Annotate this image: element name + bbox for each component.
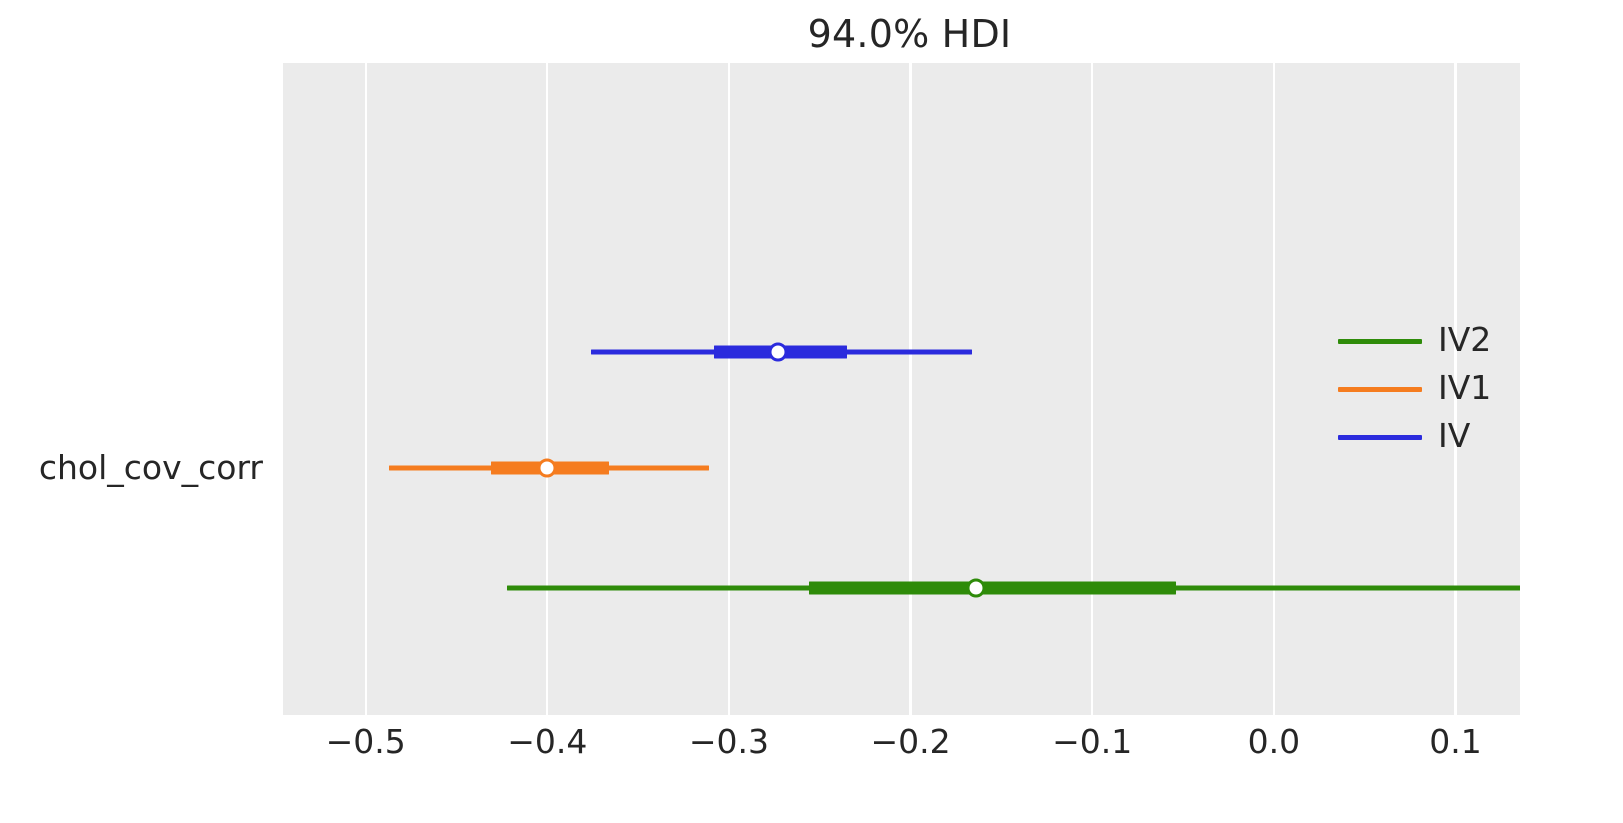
chart-title-text: 94.0% HDI (807, 12, 1012, 56)
legend-item-iv1[interactable]: IV1 (1338, 366, 1538, 414)
legend-swatch-iv (1338, 435, 1422, 440)
legend-item-iv2[interactable]: IV2 (1338, 318, 1538, 366)
legend-swatch-iv2 (1338, 339, 1422, 344)
gridline-x-3 (909, 63, 912, 715)
x-tick-label-1: −0.4 (507, 722, 588, 761)
iqr-50-bar-iv2 (808, 581, 1176, 595)
gridline-x-6 (1454, 63, 1457, 715)
y-axis-tick-labels: chol_cov_corr (0, 0, 275, 823)
legend: IV2 IV1 IV (1338, 318, 1538, 462)
point-estimate-marker-iv2 (966, 578, 986, 598)
legend-label-iv1: IV1 (1438, 368, 1492, 407)
x-tick-label-6: 0.1 (1429, 722, 1482, 761)
page-title: 94.0% HDI (0, 12, 1623, 56)
legend-label-iv2: IV2 (1438, 320, 1492, 359)
x-tick-label-4: −0.1 (1052, 722, 1133, 761)
x-tick-label-5: 0.0 (1247, 722, 1301, 761)
point-estimate-marker-iv (768, 342, 788, 362)
y-tick-label-chol-cov-corr: chol_cov_corr (38, 448, 263, 487)
plot-area (283, 63, 1520, 715)
gridline-x-4 (1091, 63, 1094, 715)
gridline-x-2 (727, 63, 731, 715)
legend-item-iv[interactable]: IV (1338, 414, 1538, 462)
legend-label-iv: IV (1438, 416, 1471, 455)
x-tick-label-3: −0.2 (870, 722, 951, 761)
x-tick-label-2: −0.3 (688, 722, 770, 761)
gridline-x-5 (1272, 63, 1275, 715)
gridline-x-0 (364, 63, 367, 715)
x-tick-label-0: −0.5 (325, 722, 406, 761)
legend-swatch-iv1 (1338, 387, 1422, 392)
x-axis-tick-labels: −0.5 −0.4 −0.3 −0.2 −0.1 0.0 0.1 (0, 722, 1623, 782)
point-estimate-marker-iv1 (537, 458, 557, 478)
gridline-x-1 (546, 63, 549, 715)
